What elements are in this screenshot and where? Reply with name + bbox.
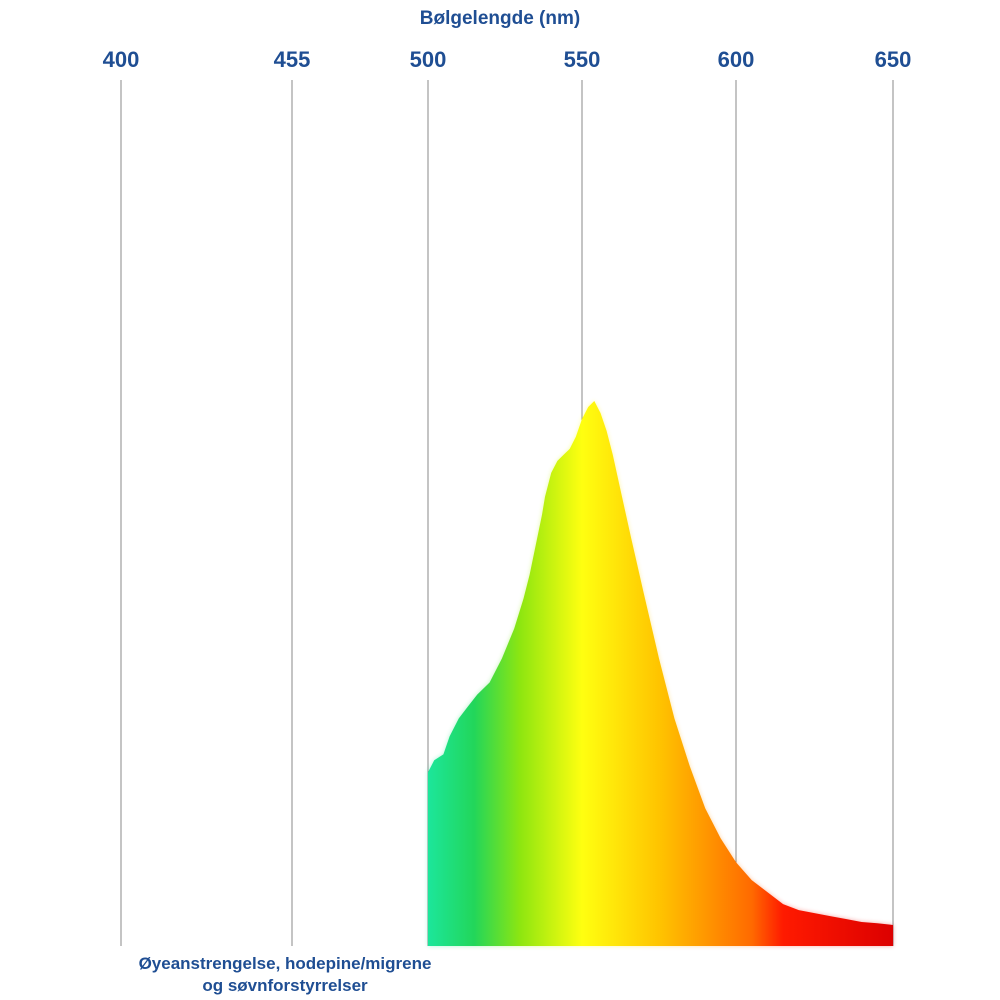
x-tick-550: 550 — [564, 47, 601, 72]
x-tick-455: 455 — [274, 47, 311, 72]
x-tick-500: 500 — [410, 47, 447, 72]
x-tick-labels: 400 455 500 550 600 650 — [103, 47, 912, 72]
chart-title: Bølgelengde (nm) — [419, 8, 581, 29]
x-tick-400: 400 — [103, 47, 140, 72]
caption-annotation: Øyeanstrengelse, hodepine/migrene og søv… — [85, 953, 485, 997]
spectrum-area — [428, 401, 893, 946]
x-tick-650: 650 — [875, 47, 912, 72]
x-tick-600: 600 — [718, 47, 755, 72]
gridlines — [120, 80, 894, 946]
caption-line-1: Øyeanstrengelse, hodepine/migrene — [138, 954, 432, 973]
caption-line-2: og søvnforstyrrelser — [202, 976, 368, 995]
